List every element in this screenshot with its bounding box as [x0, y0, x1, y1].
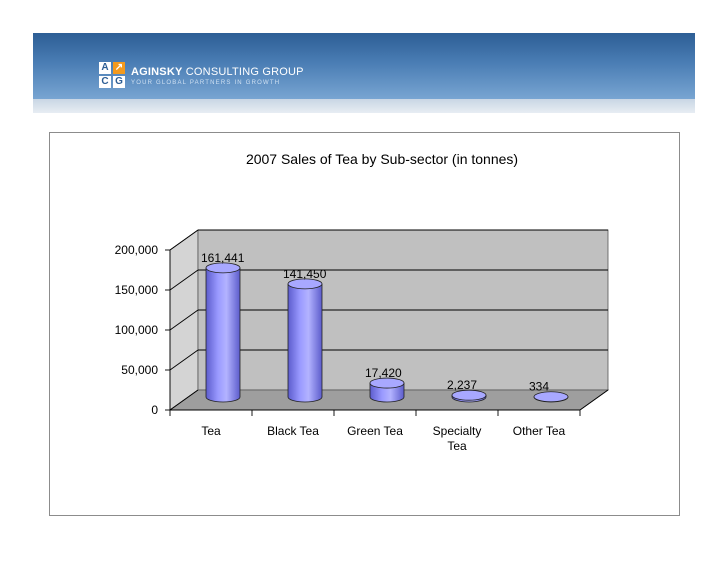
- company-logo: A ↗ C G: [99, 62, 125, 88]
- gridline-side: [169, 349, 199, 371]
- bar-top: [451, 389, 487, 401]
- x-tick-label: Green Tea: [347, 424, 403, 438]
- gridline-side: [169, 229, 199, 251]
- y-tick-label: 100,000: [115, 323, 159, 337]
- bar-top: [205, 262, 241, 274]
- y-tick-label: 0: [151, 403, 158, 417]
- company-name: AGINSKY CONSULTING GROUP: [131, 66, 304, 78]
- y-tick-label: 150,000: [115, 283, 159, 297]
- company-name-bold: AGINSKY: [131, 66, 183, 78]
- x-axis-depth: [579, 389, 609, 411]
- gridline-side: [169, 389, 199, 411]
- data-label: 17,420: [365, 366, 402, 380]
- header-strip: [33, 99, 695, 113]
- logo-letter-g: G: [113, 76, 125, 88]
- x-tick-label: Tea: [447, 439, 467, 453]
- gridline-side: [169, 309, 199, 331]
- data-label: 334: [529, 380, 549, 394]
- gridline-side: [169, 269, 199, 291]
- header-banner: [33, 33, 695, 99]
- x-tick-label: Tea: [201, 424, 221, 438]
- data-label: 141,450: [283, 267, 327, 281]
- company-name-rest: CONSULTING GROUP: [182, 66, 304, 78]
- logo-arrow-icon: ↗: [113, 62, 125, 74]
- bar: [287, 283, 323, 403]
- bar-top: [533, 391, 569, 403]
- y-tick-label: 200,000: [115, 243, 159, 257]
- bar-top: [369, 377, 405, 389]
- plot-area: 0 50,000 100,000 150,000 200,000 Tea Black Tea…: [115, 229, 610, 453]
- logo-letter-a: A: [99, 62, 111, 74]
- y-tick-label: 50,000: [121, 363, 158, 377]
- data-label: 2,237: [447, 378, 477, 392]
- bar: [205, 267, 241, 403]
- company-tagline: YOUR GLOBAL PARTNERS IN GROWTH: [131, 80, 281, 86]
- x-tick-label: Specialty: [433, 424, 482, 438]
- bar-top: [287, 278, 323, 290]
- logo-letter-c: C: [99, 76, 111, 88]
- chart-title: 2007 Sales of Tea by Sub-sector (in tonn…: [246, 151, 518, 167]
- x-tick-label: Other Tea: [513, 424, 566, 438]
- x-tick-label: Black Tea: [267, 424, 319, 438]
- data-label: 161,441: [201, 251, 245, 265]
